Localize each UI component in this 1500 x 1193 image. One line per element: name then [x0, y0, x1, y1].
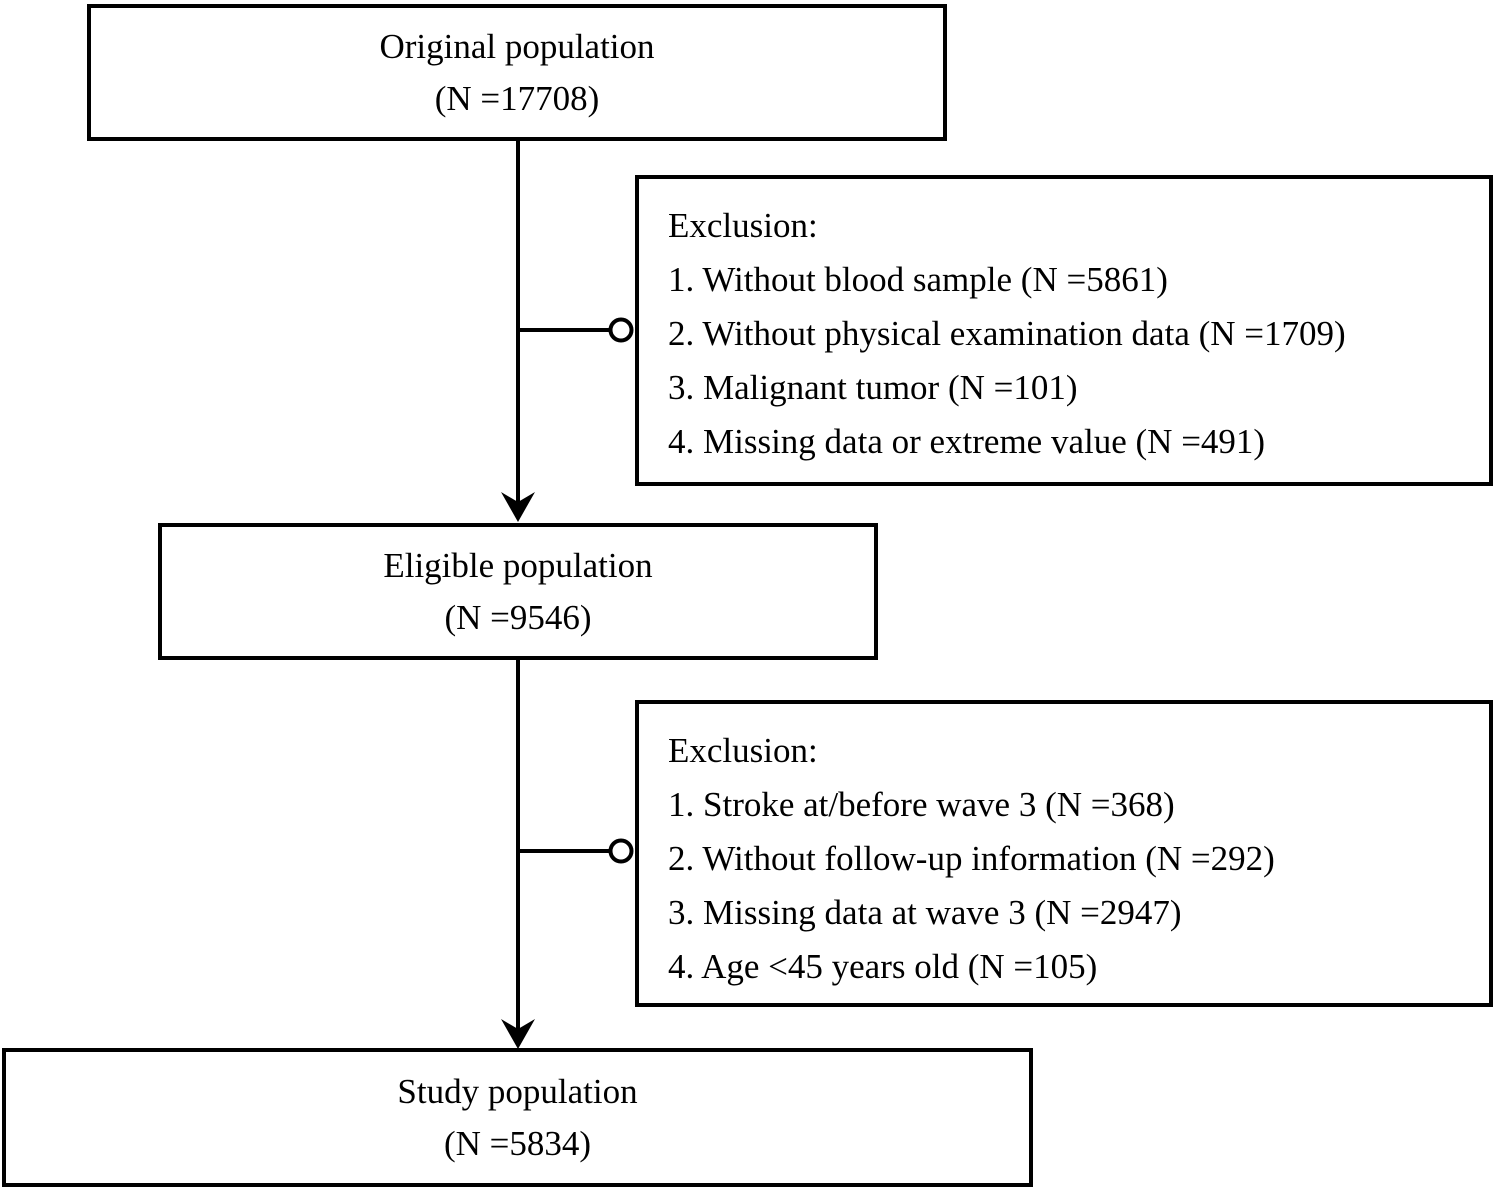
exclusion-item: 1. Without blood sample (N =5861)	[668, 260, 1168, 299]
box-n-value: (N =5834)	[443, 1123, 592, 1163]
exclusion-item: 4. Age <45 years old (N =105)	[668, 947, 1098, 986]
exclusion2-open-circle-icon	[608, 838, 634, 864]
flow-box-eligible-population: Eligible population (N =9546)	[158, 523, 878, 660]
box-n-value: (N =17708)	[434, 78, 600, 118]
exclusion-heading: Exclusion:	[668, 206, 818, 245]
flow-box-study-population: Study population (N =5834)	[2, 1048, 1033, 1187]
arrowhead-down-icon	[501, 1019, 535, 1049]
exclusion-item: 3. Malignant tumor (N =101)	[668, 368, 1078, 407]
flow-box-exclusion-2: Exclusion: 1. Stroke at/before wave 3 (N…	[635, 700, 1493, 1007]
exclusion1-open-circle-icon	[608, 317, 634, 343]
exclusion-item: 2. Without physical examination data (N …	[668, 314, 1346, 353]
box-title: Original population	[379, 26, 655, 66]
flow-box-exclusion-1: Exclusion: 1. Without blood sample (N =5…	[635, 175, 1493, 486]
box-title: Study population	[397, 1071, 638, 1111]
exclusion-item: 3. Missing data at wave 3 (N =2947)	[668, 893, 1182, 932]
flow-box-original-population: Original population (N =17708)	[87, 4, 947, 141]
exclusion-item: 1. Stroke at/before wave 3 (N =368)	[668, 785, 1175, 824]
box-n-value: (N =9546)	[444, 597, 592, 637]
box-title: Eligible population	[383, 545, 653, 585]
exclusion-heading: Exclusion:	[668, 731, 818, 770]
exclusion-item: 2. Without follow-up information (N =292…	[668, 839, 1275, 878]
arrowhead-down-icon	[501, 492, 535, 522]
exclusion-item: 4. Missing data or extreme value (N =491…	[668, 422, 1266, 461]
